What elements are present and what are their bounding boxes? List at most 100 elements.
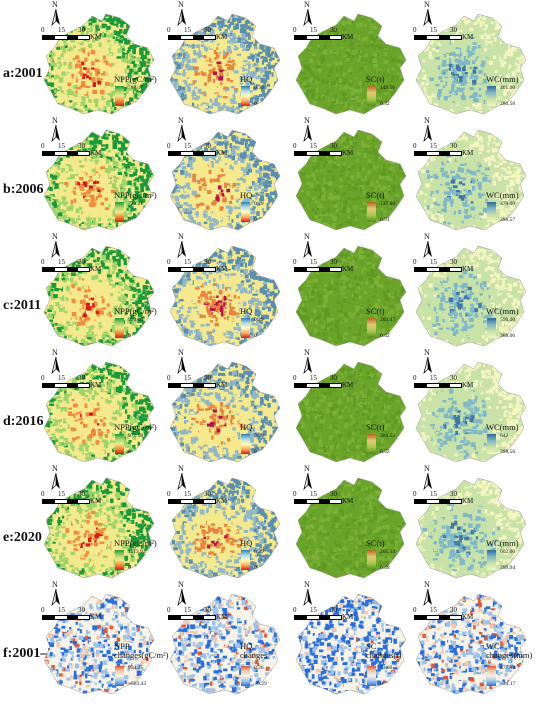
north-arrow-icon: N [420, 348, 436, 378]
row-label: b:2006 [3, 182, 43, 198]
scale-tick: 15 [430, 490, 437, 498]
scale-unit: KM [216, 613, 227, 621]
scale-unit: KM [462, 265, 473, 273]
legend-max-value: 602.00 [500, 549, 515, 555]
scale-tick: 0 [413, 490, 417, 498]
legend-min-value: 399.94 [500, 565, 515, 571]
north-arrow-icon: N [420, 0, 436, 30]
legend-max-value: 277.84 [500, 665, 515, 671]
legend-npp: NPP(gC/m²) 729.21 0 [114, 190, 178, 226]
scale-unit: KM [216, 381, 227, 389]
north-label: N [52, 232, 58, 241]
scale-unit: KM [90, 33, 101, 41]
scale-tick: 0 [167, 142, 171, 150]
scale-tick: 30 [204, 142, 211, 150]
north-label: N [304, 580, 310, 589]
scale-tick: 0 [41, 606, 45, 614]
scale-tick: 30 [330, 26, 337, 34]
hq-raster-map [169, 13, 281, 115]
north-arrow-icon: N [300, 116, 316, 146]
scale-tick: 30 [204, 26, 211, 34]
scale-tick: 30 [450, 490, 457, 498]
scale-tick: 0 [293, 606, 297, 614]
scale-unit: KM [342, 149, 353, 157]
scale-unit: KM [462, 149, 473, 157]
legend-title: HQ [240, 190, 252, 200]
legend-sc: SC(t) 205.14 0.48 [366, 538, 430, 574]
scale-tick: 0 [293, 26, 297, 34]
map-panel-wc: N 0 15 30 KM WC(mm) 401.00 286.58 [412, 0, 528, 115]
npp-raster-map [43, 129, 155, 231]
color-ramp [241, 434, 250, 454]
legend-max-value: 149.66 [380, 85, 395, 91]
north-arrow-icon: N [174, 116, 190, 146]
color-ramp [115, 666, 124, 686]
legend-max-value: 0.29 [254, 317, 264, 323]
scale-unit: KM [216, 33, 227, 41]
color-ramp [367, 434, 376, 454]
map-panel-npp: N 0 15 30 KM NPP(gC/m²) 971.58 0 [40, 348, 157, 463]
scale-tick: 15 [310, 142, 317, 150]
north-label: N [304, 0, 310, 9]
scale-bar: 0 15 30 KM [292, 490, 353, 508]
scale-unit: KM [342, 613, 353, 621]
hq-raster-map [169, 129, 281, 231]
legend-title: HQ changes [240, 642, 267, 660]
north-label: N [178, 464, 184, 473]
scale-bar: 0 15 30 KM [412, 258, 473, 276]
legend-max-value: 479.00 [500, 201, 515, 207]
north-arrow-icon: N [300, 580, 316, 610]
scale-tick: 0 [167, 258, 171, 266]
legend-npp: NPP(gC/m²) 1113.93 0 [114, 538, 178, 574]
npp-raster-map [43, 245, 155, 347]
legend-title: SC(t) [366, 306, 384, 316]
wc-raster-map [415, 477, 527, 579]
sc-raster-map [295, 361, 407, 463]
scale-unit: KM [216, 497, 227, 505]
legend-title-line: SC [366, 642, 401, 651]
legend-hq: HQ 0.29 0 [240, 190, 304, 226]
north-label: N [424, 0, 430, 9]
map-panel-hq: N 0 15 30 KM HQ 0.29 0 [166, 464, 282, 579]
legend-title: SC changes(t) [366, 642, 401, 660]
map-panel-wc: N 0 15 30 KM WC(mm) 642 398.56 [412, 348, 528, 463]
legend-title: WC(mm) [486, 538, 519, 548]
map-panel-hq: N 0 15 30 KM HQ changes 0.26 −0.29 [166, 580, 282, 695]
north-arrow-icon: N [174, 464, 190, 494]
scale-tick: 30 [204, 606, 211, 614]
map-panel-sc: N 0 15 30 KM SC changes(t) 73.60 0 [292, 580, 408, 695]
scale-bar: 0 15 30 KM [40, 374, 101, 392]
npp-raster-map [43, 361, 155, 463]
color-ramp [487, 202, 496, 222]
map-panel-sc: N 0 15 30 KM SC(t) 149.66 0.32 [292, 0, 408, 115]
color-ramp [241, 550, 250, 570]
scale-tick: 0 [293, 490, 297, 498]
map-panel-npp: N 0 15 30 KM NPP(gC/m²) 729.21 0 [40, 116, 157, 231]
legend-sc: SC(t) 384.52 0.52 [366, 422, 430, 458]
scale-tick: 0 [41, 374, 45, 382]
map-panel-hq: N 0 15 30 KM HQ 0.30 0 [166, 0, 282, 115]
scale-tick: 30 [78, 374, 85, 382]
north-arrow-icon: N [48, 464, 64, 494]
color-ramp [487, 666, 496, 686]
scale-tick: 0 [167, 26, 171, 34]
color-ramp [115, 318, 124, 338]
color-ramp [115, 434, 124, 454]
scale-bar: 0 15 30 KM [40, 606, 101, 624]
scale-tick: 15 [184, 26, 191, 34]
map-panel-hq: N 0 15 30 KM HQ 0.29 0 [166, 116, 282, 231]
scale-tick: 30 [450, 374, 457, 382]
scale-bar: 0 15 30 KM [40, 26, 101, 44]
north-label: N [424, 464, 430, 473]
legend-min-value: 0 [128, 449, 131, 455]
hq-raster-map [169, 361, 281, 463]
legend-title: NPP changes(gC/m²) [114, 642, 168, 660]
color-ramp [367, 86, 376, 106]
scale-tick: 30 [204, 490, 211, 498]
scale-unit: KM [462, 33, 473, 41]
scale-tick: 0 [41, 26, 45, 34]
map-panel-wc: N 0 15 30 KM WC changes(mm) 277.84 −24.17 [412, 580, 532, 695]
scale-bar: 0 15 30 KM [412, 606, 473, 624]
legend-hq: HQ 0.29 0 [240, 422, 304, 458]
scale-tick: 30 [78, 258, 85, 266]
